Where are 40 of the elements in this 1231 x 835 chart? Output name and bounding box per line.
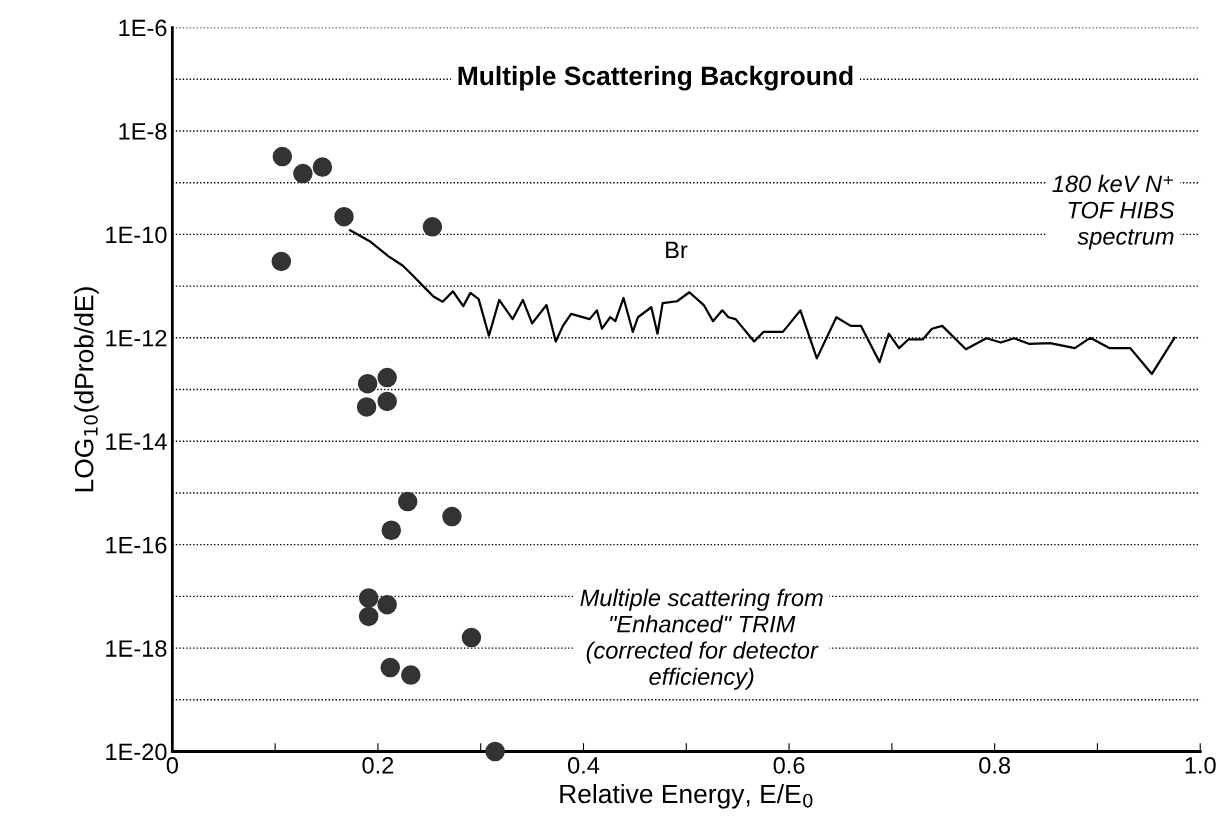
x-tick-label: 0.8: [979, 756, 1011, 774]
x-tick-label: 0: [166, 756, 178, 774]
point: [401, 665, 421, 685]
point: [356, 397, 377, 417]
point: [485, 741, 505, 762]
y-axis-title: LOG$_{10}$(dProb/dE): [74, 287, 99, 492]
point: [397, 491, 418, 512]
point: [381, 520, 402, 540]
annotation: 180 keV N⁺ TOF HIBS spectrum: [1052, 174, 1175, 250]
point: [357, 373, 378, 394]
y-tick-label: 1E-6: [119, 19, 167, 37]
point: [377, 391, 397, 412]
point: [461, 627, 482, 648]
annotation: Multiple scattering from "Enhanced" TRIM (corrected for detector efficiency): [580, 588, 823, 690]
point: [312, 157, 333, 177]
text: Multiple Scattering Background: [458, 65, 853, 91]
y-tick-label: 1E-8: [119, 123, 167, 140]
y-tick-label: 1E-14: [106, 433, 167, 450]
point: [358, 606, 379, 627]
point: [358, 588, 379, 608]
annotation: Br: [666, 241, 688, 259]
y-tick-label: 1E-12: [106, 329, 167, 347]
point: [377, 594, 397, 615]
point: [377, 367, 397, 388]
x-tick-label: 1.0: [1185, 756, 1216, 774]
x-tick-label: 0.6: [773, 756, 805, 774]
x-axis-title: Relative Energy, E/E$_{0}$: [560, 783, 813, 809]
point: [271, 251, 292, 272]
y-tick-label: 1E-20: [106, 743, 167, 761]
point: [334, 206, 354, 227]
point: [272, 146, 293, 167]
y-tick-label: 1E-16: [106, 536, 167, 554]
point: [442, 506, 462, 527]
y-tick-label: 1E-18: [106, 640, 167, 657]
x-tick-label: 0.4: [568, 756, 600, 774]
point: [380, 657, 401, 678]
y-tick-label: 1E-10: [106, 226, 167, 244]
point: [422, 217, 443, 237]
x-tick-label: 0.2: [362, 756, 394, 774]
point: [293, 163, 313, 184]
